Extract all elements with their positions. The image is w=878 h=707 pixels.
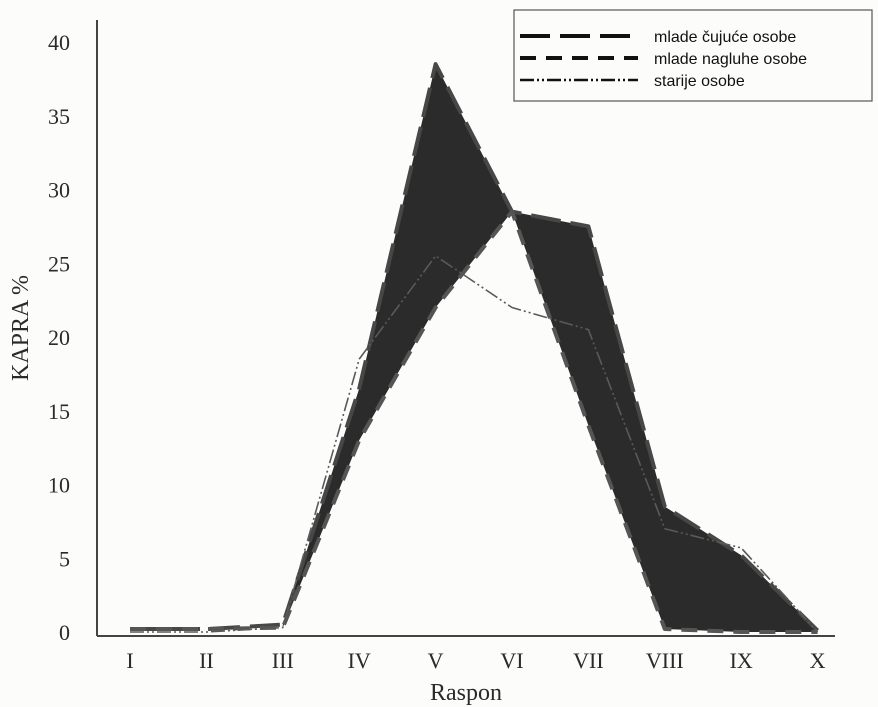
y-tick-labels: 0 5 10 15 20 25 30 35 40 (48, 30, 70, 645)
x-tick-label: IV (348, 648, 371, 673)
series-line-mlade-nagluhe-osobe (130, 209, 818, 634)
series-line-starije-osobe (130, 255, 819, 633)
y-tick-label: 20 (48, 325, 70, 350)
legend: mlade čujuće osobe mlade nagluhe osobe sta… (513, 9, 873, 102)
y-tick-label: 35 (48, 104, 70, 129)
y-axis-title: KAPRA % (8, 275, 34, 381)
y-tick-label: 5 (59, 546, 70, 571)
legend-box (513, 9, 873, 102)
y-tick-label: 30 (48, 178, 70, 203)
x-tick-label: VIII (646, 648, 684, 673)
x-tick-label: III (272, 648, 294, 673)
y-tick-label: 25 (48, 251, 70, 276)
series-lines (130, 62, 820, 634)
y-tick-label: 0 (59, 620, 70, 645)
x-tick-label: VII (573, 648, 604, 673)
y-tick-label: 40 (48, 30, 70, 55)
legend-label: starije osobe (654, 73, 745, 90)
legend-entries: mlade čujuće osobe mlade nagluhe osobe sta… (520, 29, 807, 90)
legend-label: mlade čujuće osobe (654, 29, 796, 46)
series-line-mlade-cujuce-osobe (130, 62, 820, 632)
x-tick-labels: I II III IV V VI VII VIII IX X (126, 648, 825, 673)
x-tick-label: VI (500, 648, 523, 673)
axes (96, 20, 835, 637)
shaded-band-layer (282, 64, 818, 632)
x-tick-label: IX (730, 648, 753, 673)
x-tick-label: I (126, 648, 133, 673)
x-tick-label: V (428, 648, 444, 673)
x-tick-label: II (199, 648, 214, 673)
x-tick-label: X (810, 648, 826, 673)
y-tick-label: 15 (48, 399, 70, 424)
y-tick-label: 10 (48, 473, 70, 498)
legend-label: mlade nagluhe osobe (654, 51, 807, 68)
shaded-band (282, 64, 818, 632)
x-axis-title: Raspon (430, 680, 502, 706)
